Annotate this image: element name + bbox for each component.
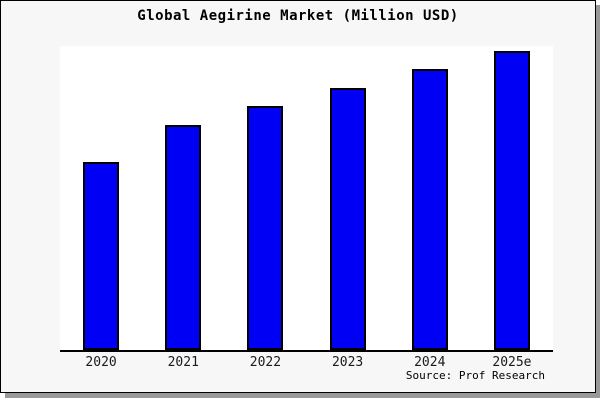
bar-row	[60, 46, 553, 350]
plot-area	[60, 46, 553, 352]
x-tick-label-2025e: 2025e	[492, 355, 532, 370]
bar-slot-2020	[60, 46, 142, 350]
bar-2025e	[493, 51, 530, 350]
bar-slot-2024	[389, 46, 471, 350]
x-tick-label-2024: 2024	[414, 355, 446, 370]
chart-window: Global Aegirine Market (Million USD) 202…	[0, 0, 596, 393]
source-credit: Source: Prof Research	[405, 369, 545, 382]
x-tick-label-2021: 2021	[167, 355, 199, 370]
bar-2021	[165, 125, 202, 350]
bar-2023	[329, 88, 366, 350]
bar-slot-2022	[224, 46, 306, 350]
bar-2024	[411, 69, 448, 350]
chart-title: Global Aegirine Market (Million USD)	[137, 8, 459, 24]
bar-slot-2025e	[471, 46, 553, 350]
bar-2020	[83, 162, 120, 350]
bar-2022	[247, 106, 284, 350]
x-tick-label-2022: 2022	[249, 355, 282, 370]
x-axis-labels: 2020 2021 2022 2023 2024 2025e	[60, 355, 553, 370]
x-tick-label-2020: 2020	[85, 355, 117, 370]
x-tick-label-2023: 2023	[331, 355, 364, 370]
bar-slot-2021	[142, 46, 224, 350]
bar-slot-2023	[307, 46, 389, 350]
